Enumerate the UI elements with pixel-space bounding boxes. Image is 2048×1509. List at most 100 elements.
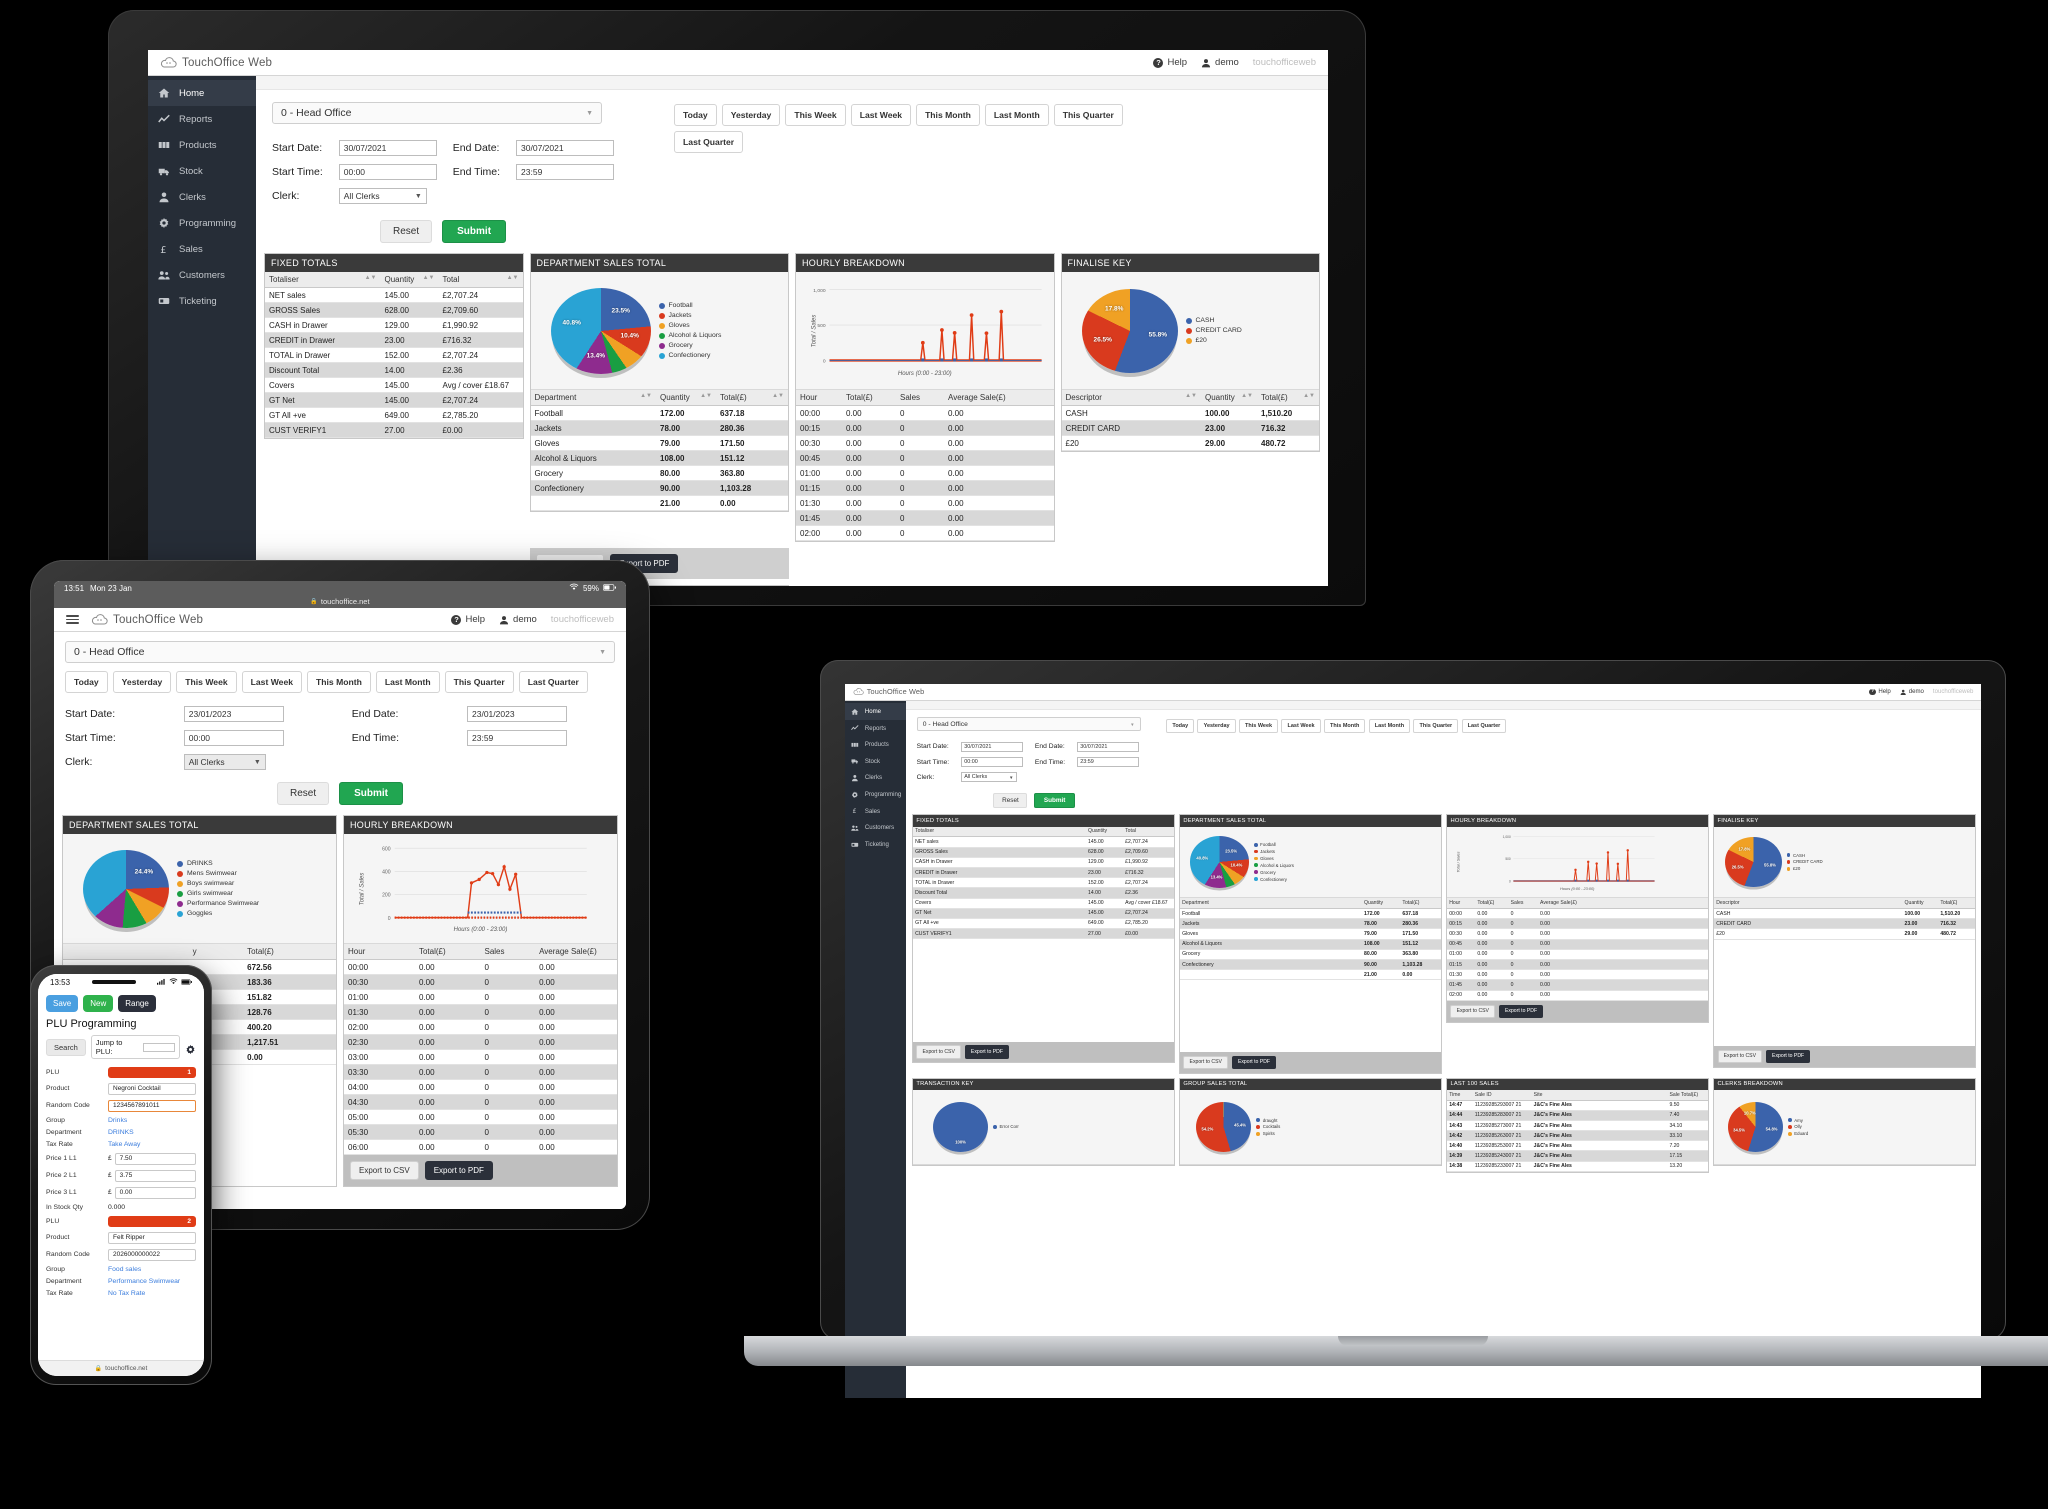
legend-item[interactable]: Cocktails <box>1256 1124 1280 1129</box>
help-button[interactable]: ? Help <box>451 614 485 625</box>
range-yesterday[interactable]: Yesterday <box>721 104 781 126</box>
legend-item[interactable]: Alcohol & Liquors <box>1253 863 1294 868</box>
col-total[interactable]: Total(£) <box>1937 898 1975 910</box>
table-row[interactable]: Gloves 79.00 171.50 <box>530 435 788 451</box>
jump-to-plu-input[interactable] <box>143 1042 175 1052</box>
col-total[interactable]: Total(£) <box>1399 898 1441 910</box>
phone-url-bar[interactable]: 🔒 touchoffice.net <box>38 1360 204 1376</box>
field-input[interactable]: 2026000000022 <box>108 1248 196 1261</box>
table-row[interactable]: 05:00 0.00 0 0.00 <box>344 1109 617 1125</box>
sidebar-item-sales[interactable]: £ Sales <box>845 803 906 820</box>
sidebar-item-reports[interactable]: Reports <box>845 720 906 737</box>
range-this-quarter[interactable]: This Quarter <box>1413 718 1459 733</box>
table-row[interactable]: 04:00 0.00 0 0.00 <box>344 1079 617 1095</box>
table-row[interactable]: 03:30 0.00 0 0.00 <box>344 1064 617 1080</box>
end-time-input[interactable]: 23:59 <box>1076 756 1140 768</box>
sidebar-item-products[interactable]: Products <box>148 132 256 158</box>
table-row[interactable]: 14:44 11239285283007 21 J&C's Fine Ales 7.4… <box>1446 1110 1708 1121</box>
legend-item[interactable]: Grocery <box>658 342 722 349</box>
table-row[interactable]: Jackets 78.00 280.36 <box>1179 918 1441 930</box>
sidebar-item-programming[interactable]: Programming <box>148 210 256 236</box>
plu-value[interactable]: 1 <box>108 1066 196 1078</box>
table-row[interactable]: 14:42 11239285263007 21 J&C's Fine Ales 33.… <box>1446 1130 1708 1142</box>
range-last-week[interactable]: Last Week <box>241 671 303 693</box>
search-button[interactable]: Search <box>46 1038 86 1056</box>
sidebar-item-home[interactable]: Home <box>148 80 256 106</box>
sidebar-item-products[interactable]: Products <box>845 736 906 753</box>
reset-button[interactable]: Reset <box>993 792 1028 809</box>
sidebar-item-ticketing[interactable]: Ticketing <box>148 288 256 314</box>
range-today[interactable]: Today <box>65 671 108 693</box>
table-row[interactable]: TOTAL in Drawer 152.00 £2,707.24 <box>912 877 1174 889</box>
site-select[interactable]: 0 - Head Office ▼ <box>916 717 1141 732</box>
table-row[interactable]: CREDIT CARD 23.00 716.32 <box>1061 420 1319 436</box>
export-csv-button[interactable]: Export to CSV <box>916 1045 961 1059</box>
table-row[interactable]: CASH in Drawer 129.00 £1,990.92 <box>265 317 523 333</box>
col-descriptor[interactable]: Descriptor ▲▼ <box>1061 390 1201 406</box>
col-department[interactable]: Department ▲▼ <box>530 390 656 406</box>
table-row[interactable]: 00:15 0.00 0 0.00 <box>796 420 1054 436</box>
legend-item[interactable]: CASH <box>1185 317 1242 324</box>
export-csv-button[interactable]: Export to CSV <box>350 1161 419 1180</box>
user-menu[interactable]: demo <box>1201 57 1239 68</box>
col-totaliser[interactable]: Totaliser <box>912 826 1086 838</box>
end-date-input[interactable]: 30/07/2021 <box>516 140 615 156</box>
table-row[interactable]: 01:00 0.00 0 0.00 <box>1446 949 1708 960</box>
range-last-quarter[interactable]: Last Quarter <box>1461 718 1507 733</box>
col-quantity[interactable]: Quantity <box>1901 898 1938 910</box>
table-row[interactable]: GT All +ve 649.00 £2,785.20 <box>265 407 523 423</box>
table-row[interactable]: GROSS Sales 628.00 £2,709.60 <box>912 847 1174 858</box>
range-yesterday[interactable]: Yesterday <box>112 671 172 693</box>
legend-item[interactable]: Grocery <box>1253 870 1294 875</box>
legend-item[interactable]: CREDIT CARD <box>1786 859 1823 864</box>
legend-item[interactable]: Spirits <box>1256 1131 1280 1136</box>
export-pdf-button[interactable]: Export to PDF <box>1498 1004 1544 1018</box>
table-row[interactable]: 02:00 0.00 0 0.00 <box>344 1019 617 1035</box>
table-row[interactable]: Football 172.00 637.18 <box>1179 908 1441 920</box>
user-menu[interactable]: demo <box>499 614 537 625</box>
legend-item[interactable]: Jackets <box>658 312 722 319</box>
range-this-quarter[interactable]: This Quarter <box>1053 104 1123 126</box>
table-row[interactable]: 01:45 0.00 0 0.00 <box>796 510 1054 526</box>
table-row[interactable]: 00:15 0.00 0 0.00 <box>1446 918 1708 930</box>
table-row[interactable]: 01:15 0.00 0 0.00 <box>1446 959 1708 971</box>
table-row[interactable]: 02:00 0.00 0 0.00 <box>1446 990 1708 1001</box>
table-row[interactable]: 00:30 0.00 0 0.00 <box>1446 928 1708 940</box>
table-row[interactable]: CUST VERIFY1 27.00 £0.00 <box>912 928 1174 940</box>
field-input[interactable]: Negroni Cocktail <box>108 1082 196 1095</box>
legend-item[interactable]: Gloves <box>1253 856 1294 861</box>
table-row[interactable]: NET sales 145.00 £2,707.24 <box>912 836 1174 848</box>
legend-item[interactable]: DRINKS <box>177 860 259 867</box>
table-row[interactable]: Discount Total 14.00 £2.36 <box>912 887 1174 899</box>
export-csv-button[interactable]: Export to CSV <box>1450 1004 1496 1018</box>
table-row[interactable]: Jackets 78.00 280.36 <box>530 420 788 436</box>
col-total-partial[interactable]: Total(£) <box>243 944 336 960</box>
range-today[interactable]: Today <box>1166 718 1195 733</box>
col-total[interactable]: Total ▲▼ <box>438 272 523 288</box>
table-row[interactable]: 14:40 11239285253007 21 J&C's Fine Ales 7.2… <box>1446 1140 1708 1152</box>
end-date-input[interactable]: 23/01/2023 <box>467 706 567 722</box>
col-time[interactable]: Time <box>1446 1089 1473 1101</box>
col-blank[interactable] <box>63 944 189 960</box>
range-last-week[interactable]: Last Week <box>1281 718 1321 733</box>
col-site[interactable]: Site <box>1531 1089 1667 1101</box>
range-last-quarter[interactable]: Last Quarter <box>518 671 588 693</box>
end-date-input[interactable]: 30/07/2021 <box>1076 741 1140 752</box>
table-row[interactable]: £20 29.00 480.72 <box>1713 928 1975 940</box>
table-row[interactable]: Grocery 80.00 363.80 <box>530 465 788 481</box>
table-row[interactable]: CASH in Drawer 129.00 £1,990.92 <box>912 857 1174 868</box>
field-price[interactable]: £ 0.00 <box>108 1186 196 1199</box>
table-row[interactable]: CUST VERIFY1 27.00 £0.00 <box>265 422 523 438</box>
sidebar-item-programming[interactable]: Programming <box>845 786 906 803</box>
legend-item[interactable]: draught <box>1256 1118 1280 1123</box>
start-time-input[interactable]: 00:00 <box>183 730 284 746</box>
help-button[interactable]: ? Help <box>1869 688 1891 695</box>
table-row[interactable]: 03:00 0.00 0 0.00 <box>344 1049 617 1065</box>
table-row[interactable]: Discount Total 14.00 £2.36 <box>265 362 523 378</box>
col-total[interactable]: Total(£) <box>1474 898 1509 910</box>
col-totaliser[interactable]: Totaliser ▲▼ <box>265 272 381 288</box>
range-last-quarter[interactable]: Last Quarter <box>674 131 744 153</box>
table-row[interactable]: CASH 100.00 1,510.20 <box>1713 908 1975 920</box>
table-row[interactable]: TOTAL in Drawer 152.00 £2,707.24 <box>265 347 523 363</box>
table-row[interactable]: 02:00 0.00 0 0.00 <box>796 525 1054 541</box>
